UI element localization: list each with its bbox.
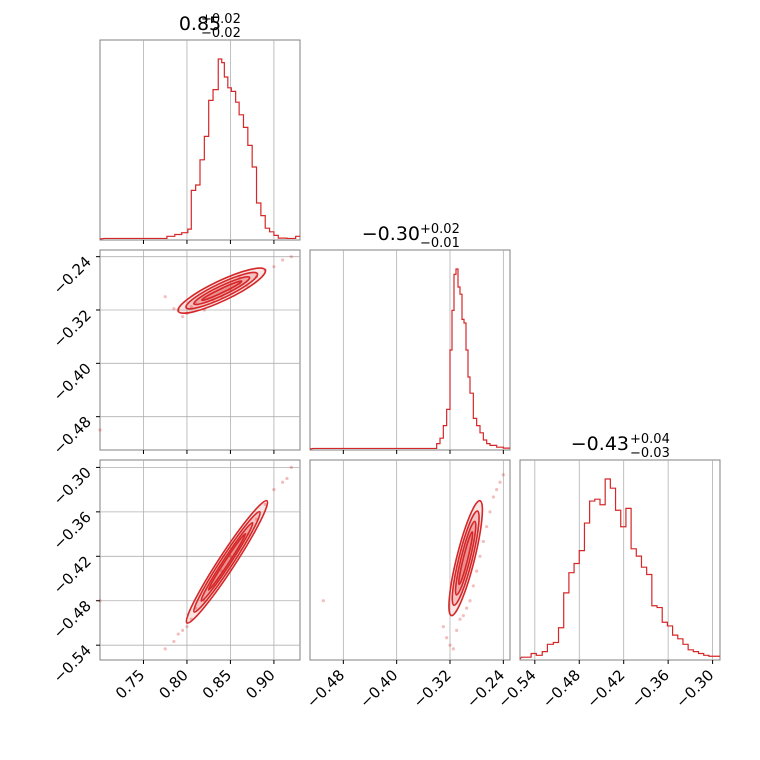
sample-point-2-0-0 [172, 639, 176, 644]
title-2-value: −0.30 [362, 223, 420, 245]
title-param-1: 0.85 [179, 13, 221, 35]
sample-point-2-1-3 [455, 628, 459, 632]
sample-point-2-1-7 [471, 584, 475, 588]
title-2-plus: +0.02 [420, 222, 460, 237]
sample-point-2-1-8 [475, 569, 479, 573]
contour-2-1-2 [454, 520, 477, 596]
panel-frame-2-1 [309, 459, 511, 661]
sample-point-2-1-6 [468, 599, 472, 603]
title-1-minus: −0.02 [201, 26, 241, 41]
sample-point-2-0-2 [181, 628, 185, 632]
sample-point-1-0-4 [163, 295, 167, 299]
x-tick-label-2-0-0: 0.75 [112, 666, 148, 702]
sample-point-1-0-19 [98, 428, 102, 432]
title-3-value: −0.43 [571, 433, 629, 455]
y-tick-label-1-0-2: −0.40 [50, 359, 95, 404]
title-param-3: −0.43 [571, 433, 629, 455]
sample-point-1-0-10 [272, 265, 276, 269]
title-3-minus: −0.03 [630, 446, 670, 461]
histograms-layer [99, 58, 720, 660]
sample-point-2-0-14 [272, 488, 276, 492]
sample-point-2-1-2 [445, 636, 449, 640]
x-tick-label-2-0-1: 0.80 [155, 666, 191, 702]
title-3-plus: +0.04 [630, 432, 670, 447]
x-tick-label-2-0-2: 0.85 [199, 666, 235, 702]
sample-point-2-0-15 [281, 480, 285, 484]
sample-point-2-1-13 [491, 495, 495, 499]
title-1-value: 0.85 [179, 13, 221, 35]
contour-2-1-3 [457, 530, 474, 586]
x-tick-label-2-2-4: −0.30 [672, 666, 717, 711]
contour-1-0-2 [193, 275, 251, 306]
panel-frame-0-0 [99, 39, 301, 241]
y-tick-label-1-0-3: −0.48 [50, 413, 95, 458]
sample-point-2-0-3 [185, 625, 189, 629]
title-2-minus: −0.01 [420, 236, 460, 251]
contour-2-0-1 [192, 510, 261, 613]
sample-point-2-0-1 [176, 632, 180, 636]
x-tick-label-2-1-1: −0.40 [356, 666, 401, 711]
sample-point-2-1-0 [448, 643, 452, 647]
sample-point-1-0-13 [189, 305, 193, 309]
x-tick-label-2-1-2: −0.32 [410, 666, 455, 711]
sample-point-2-1-19 [321, 599, 325, 603]
histogram-2-2 [519, 478, 720, 660]
sample-point-2-0-13 [263, 502, 267, 507]
sample-point-2-1-17 [441, 625, 445, 629]
sample-point-2-1-5 [465, 606, 469, 610]
sample-point-2-1-9 [478, 554, 482, 558]
panel-frame-2-2 [519, 459, 721, 661]
panel-frame-1-0 [99, 249, 301, 451]
contour-2-0-2 [200, 521, 254, 602]
contour-1-0-0 [177, 267, 267, 315]
sample-point-2-1-14 [495, 488, 499, 492]
sample-point-1-0-12 [289, 255, 293, 259]
sample-point-2-0-16 [289, 465, 293, 470]
x-tick-label-2-2-2: −0.42 [583, 666, 628, 711]
sample-point-2-1-11 [485, 525, 489, 529]
histogram-0-0 [99, 58, 300, 240]
sample-point-2-0-19 [163, 647, 167, 651]
sample-point-2-0-17 [285, 476, 289, 481]
y-tick-label-1-0-1: −0.32 [50, 306, 95, 351]
contour-1-0-3 [200, 280, 243, 302]
sample-point-2-1-18 [458, 617, 462, 621]
sample-point-2-1-16 [501, 473, 505, 477]
sample-point-1-0-11 [281, 258, 285, 262]
y-tick-label-2-0-0: −0.30 [50, 464, 95, 509]
y-tick-label-2-0-2: −0.42 [50, 552, 95, 597]
sample-point-2-1-15 [498, 480, 502, 484]
sample-point-1-0-5 [181, 315, 185, 319]
x-tick-label-2-0-3: 0.90 [242, 666, 278, 702]
sample-point-2-1-1 [451, 647, 455, 651]
x-tick-label-2-2-1: −0.48 [539, 666, 584, 711]
y-tick-label-2-0-3: −0.48 [50, 597, 95, 642]
panel-frame-1-1 [309, 249, 511, 451]
sample-point-1-0-1 [172, 307, 176, 311]
y-tick-label-1-0-0: −0.24 [50, 253, 95, 298]
contour-2-0-0 [185, 499, 269, 624]
title-1-plus: +0.02 [201, 12, 241, 27]
sample-point-2-1-4 [461, 613, 465, 618]
y-tick-label-2-0-1: −0.36 [50, 508, 95, 553]
title-param-2: −0.30 [362, 223, 420, 245]
histogram-1-1 [309, 268, 510, 450]
sample-point-2-1-12 [488, 510, 492, 514]
contour-2-0-3 [207, 532, 247, 591]
grid-layer [100, 40, 713, 660]
sample-point-2-1-10 [481, 539, 485, 544]
x-tick-label-2-1-0: −0.48 [303, 666, 348, 711]
x-tick-label-2-2-3: −0.36 [628, 666, 673, 711]
contour-2-1-0 [448, 499, 484, 617]
contours-layer [177, 267, 484, 624]
panel-frame-2-0 [99, 459, 301, 661]
y-tick-label-2-0-4: −0.54 [50, 641, 95, 686]
